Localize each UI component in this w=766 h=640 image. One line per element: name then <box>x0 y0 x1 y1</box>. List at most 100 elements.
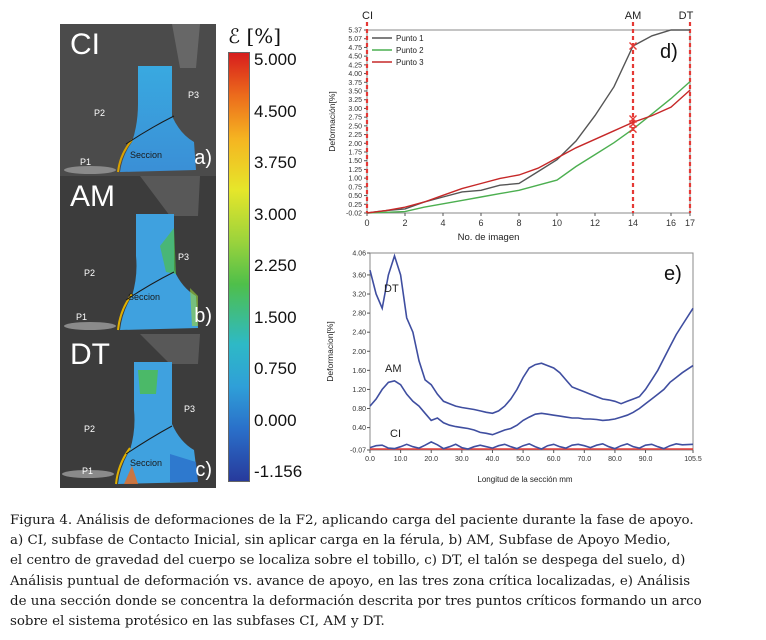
colorbar-tick-label: 4.500 <box>254 101 297 121</box>
chart-d-x-tick-label: 12 <box>590 218 600 228</box>
panel-a-letter: a) <box>194 147 212 169</box>
panel-b-label-p1: P1 <box>76 312 88 322</box>
chart-d-y-tick-label: 5.37 <box>348 28 362 35</box>
chart-d-y-tick-label: 3.00 <box>348 106 362 113</box>
chart-e-series-line <box>369 364 694 436</box>
chart-d-y-tick-label: 1.50 <box>348 158 362 165</box>
chart-e-x-tick-label: 60.0 <box>547 456 561 463</box>
chart-d-marker <box>629 125 637 134</box>
chart-d-y-tick-label: 3.75 <box>348 80 362 87</box>
chart-e-y-tick-label: 3.20 <box>352 292 366 299</box>
chart-d-y-tick-label: 4.00 <box>348 71 362 78</box>
chart-e-series-line <box>369 441 694 450</box>
panel-a-label-p3: P3 <box>188 90 200 100</box>
colorbar-tick-label: 0.750 <box>254 359 297 378</box>
chart-d-x-tick-label: 10 <box>552 218 562 228</box>
colorbar-tick-label: 2.250 <box>254 256 297 275</box>
panel-c-letter: c) <box>195 459 212 481</box>
chart-d-phase-label: DT <box>679 10 694 22</box>
chart-e-x-tick-label: 40.0 <box>486 456 500 463</box>
chart-d-x-tick-label: 17 <box>685 218 695 228</box>
chart-d-y-tick-label: 1.00 <box>348 176 362 183</box>
panel-a-label-p2: P2 <box>94 108 106 118</box>
chart-d-y-tick-label: 4.25 <box>348 62 362 69</box>
chart-e-y-tick-label: 0.40 <box>352 425 366 432</box>
chart-e-y-tick-label: -0.07 <box>350 448 366 455</box>
figure-caption: Figura 4. Análisis de deformaciones de l… <box>10 511 758 632</box>
caption-line: el centro de gravedad del cuerpo se loca… <box>10 553 686 569</box>
chart-d-y-tick-label: 3.25 <box>348 97 362 104</box>
chart-d-y-tick-label: 3.50 <box>348 89 362 96</box>
chart-d-y-tick-label: 0.50 <box>348 193 362 200</box>
chart-d-y-tick-label: -0.02 <box>346 211 362 218</box>
orthosis-strain-map <box>60 334 216 488</box>
chart-d-y-tick-label: 2.25 <box>348 132 362 139</box>
panel-c-label-seccion: Seccion <box>130 458 163 468</box>
caption-line: de una sección donde se concentra la def… <box>10 593 702 609</box>
chart-d-y-tick-label: 4.50 <box>348 54 362 61</box>
chart-d-phase-label: AM <box>625 10 642 22</box>
chart-d-marker <box>629 41 637 50</box>
colorbar-tick-label: 5.000 <box>254 50 297 69</box>
chart-e-series-line <box>369 253 694 415</box>
chart-e-series-label: AM <box>385 363 402 375</box>
chart-d-x-tick-label: 14 <box>628 218 638 228</box>
chart-e-plot-area <box>369 252 694 451</box>
panel-a-label-seccion: Seccion <box>130 150 163 160</box>
chart-e-series-label: DT <box>384 283 399 295</box>
colorbar-tick-label: -1.156 <box>254 462 303 481</box>
chart-d-y-tick-label: 2.00 <box>348 141 362 148</box>
chart-e-y-tick-label: 3.60 <box>352 272 366 279</box>
chart-e-x-tick-label: 10.0 <box>394 456 408 463</box>
orthosis-strain-map <box>60 176 216 334</box>
colorbar-tick-label: 1.500 <box>254 307 297 327</box>
panel-c-label-p2: P2 <box>84 424 96 434</box>
chart-d-y-tick-label: 0.75 <box>348 184 362 191</box>
chart-e-x-tick-label: 0.0 <box>365 456 375 463</box>
chart-d-y-tick-label: 2.75 <box>348 115 362 122</box>
chart-e-y-tick-label: 4.06 <box>352 251 366 258</box>
chart-e-x-tick-label: 20.0 <box>424 456 438 463</box>
chart-e-y-tick-label: 2.00 <box>352 349 366 356</box>
panel-b-label-p3: P3 <box>178 252 190 262</box>
caption-line: Análisis puntual de deformación vs. avan… <box>10 573 691 589</box>
chart-e-x-tick-label: 105.5 <box>684 456 702 463</box>
panel-b-letter: b) <box>194 305 212 327</box>
chart-d-legend-label: Punto 3 <box>396 58 424 67</box>
chart-d-y-tick-label: 1.75 <box>348 150 362 157</box>
caption-line: a) CI, subfase de Contacto Inicial, sin … <box>10 533 671 549</box>
chart-d-x-tick-label: 8 <box>516 218 521 228</box>
chart-e-x-tick-label: 30.0 <box>455 456 469 463</box>
chart-d-x-tick-label: 2 <box>402 218 407 228</box>
chart-e-x-tick-label: 80.0 <box>608 456 622 463</box>
panel-c-label-p1: P1 <box>82 466 94 476</box>
caption-line: sobre el sistema protésico en las subfas… <box>10 614 385 630</box>
chart-d-legend-label: Punto 2 <box>396 46 424 55</box>
chart-e-y-tick-label: 1.20 <box>352 387 366 394</box>
chart-e-y-axis-label: Deformacion[%] <box>325 321 335 381</box>
chart-d-y-axis-label: Deformación[%] <box>327 91 337 151</box>
chart-d-legend-label: Punto 1 <box>396 34 424 43</box>
chart-d-y-tick-label: 5.07 <box>348 36 362 43</box>
panel-a-strain-image: CI a) P2 P3 P1 Seccion <box>60 24 216 176</box>
chart-d: -0.02 0.25 0.50 0.751.00 1.25 1.501.75 2.00 2.2… <box>325 10 702 484</box>
chart-e-x-tick-label: 90.0 <box>639 456 653 463</box>
chart-d-y-tick-label: 4.75 <box>348 45 362 52</box>
chart-d-x-tick-label: 4 <box>440 218 445 228</box>
colorbar-title: ℰ [%] <box>228 24 282 48</box>
chart-d-phase-label: CI <box>362 10 373 22</box>
chart-d-x-tick-label: 0 <box>364 218 369 228</box>
chart-d-panel-letter: d) <box>660 41 678 63</box>
colorbar-tick-label: 0.000 <box>254 410 297 430</box>
panel-a-title: CI <box>70 28 100 61</box>
chart-d-y-tick-label: 1.25 <box>348 167 362 174</box>
panel-c-strain-image: DT c) P2 P3 P1 Seccion <box>60 334 216 488</box>
panel-a-label-p1: P1 <box>80 157 92 167</box>
chart-e-x-axis-label: Longitud de la sección mm <box>477 475 573 484</box>
chart-d-y-tick-label: 0.25 <box>348 202 362 209</box>
panel-b-label-p2: P2 <box>84 268 96 278</box>
chart-d-x-tick-label: 16 <box>666 218 676 228</box>
panel-b-label-seccion: Seccion <box>128 292 161 302</box>
chart-d-x-axis-label: No. de imagen <box>458 232 520 243</box>
figure-4: CI a) P2 P3 P1 Seccion AM b) P2 P3 P1 Se… <box>60 10 702 488</box>
